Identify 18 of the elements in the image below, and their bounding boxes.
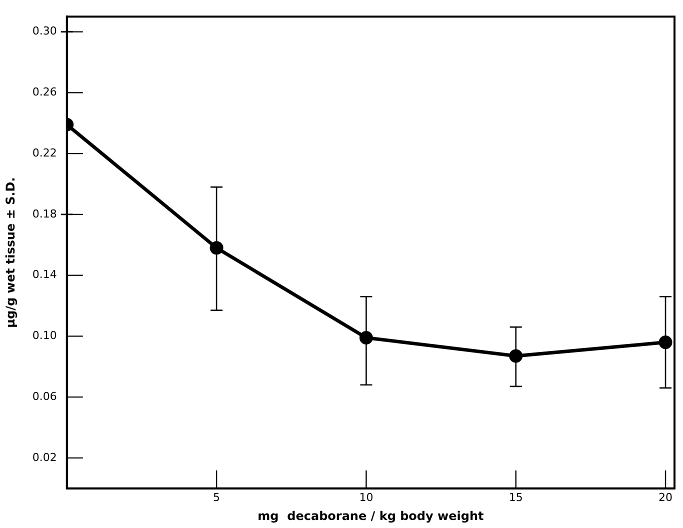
y-axis-title: μg/g wet tissue ± S.D. [3,177,18,328]
x-tick-label: 15 [508,490,523,504]
x-tick-label: 5 [213,490,220,504]
point [509,349,523,363]
y-tick-label: 0.30 [32,24,57,38]
x-tick-label: 20 [658,490,673,504]
y-tick-label: 0.26 [32,86,57,99]
y-tick-label: 0.02 [32,450,57,464]
point [658,336,672,350]
point [210,241,224,255]
x-axis-title: mg decaborane / kg body weight [258,508,484,523]
point [359,330,373,344]
y-tick-label: 0.14 [32,268,57,282]
y-tick-label: 0.22 [32,146,57,160]
x-tick-label: 10 [359,490,374,504]
y-tick-label: 0.10 [32,329,57,342]
y-tick-label: 0.18 [32,207,57,220]
y-tick-label: 0.06 [32,390,57,403]
